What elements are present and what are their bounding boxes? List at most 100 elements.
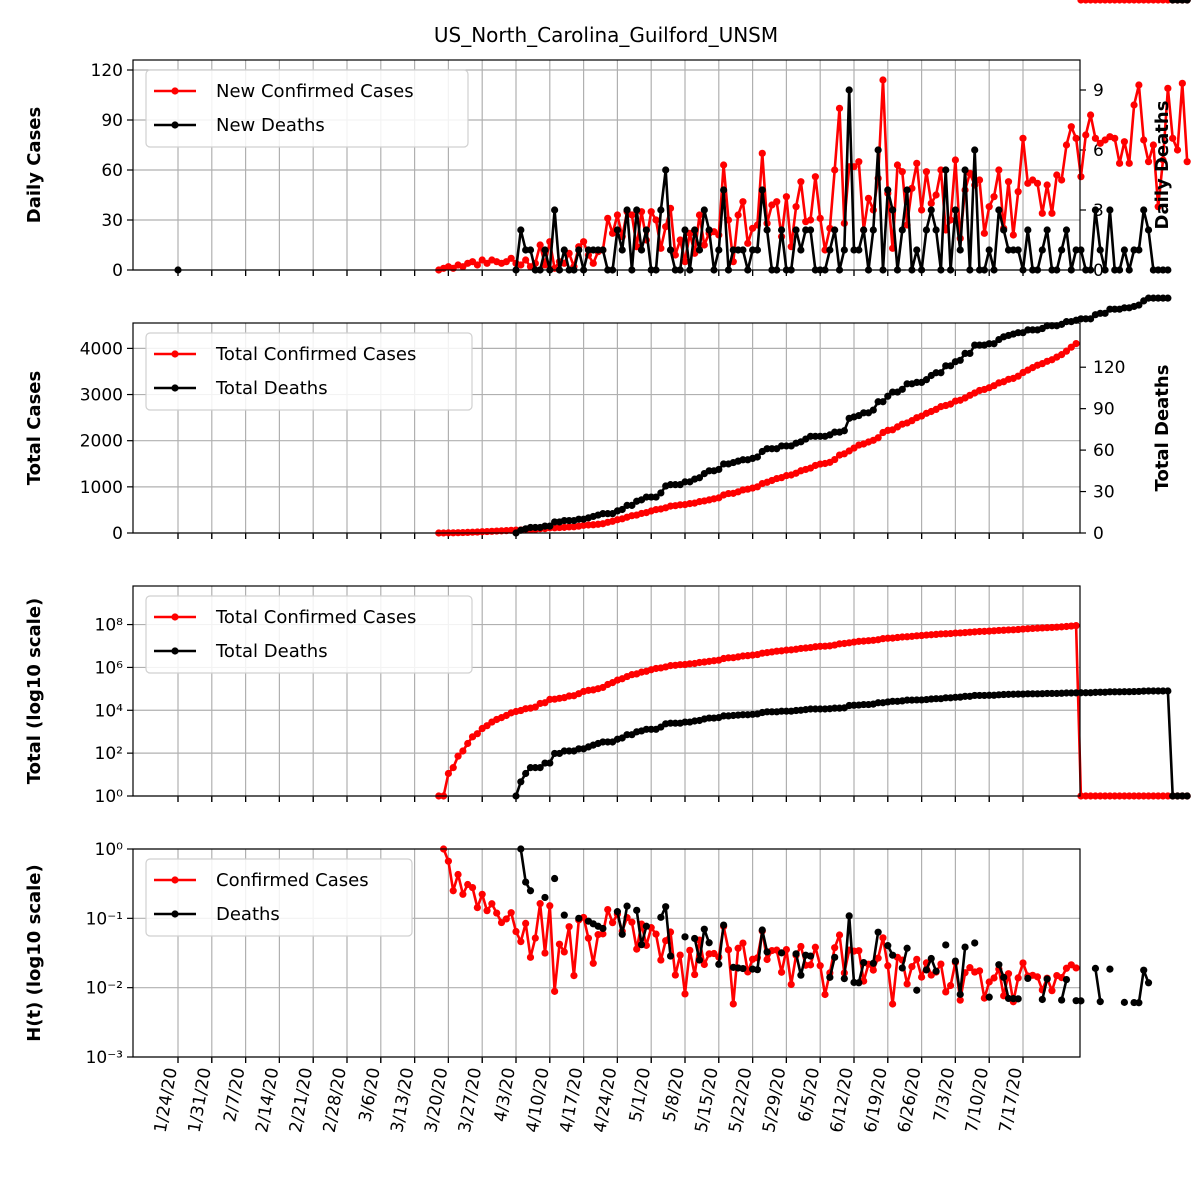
- daily-cases-point: [995, 166, 1003, 174]
- ht-deaths-point: [845, 912, 853, 920]
- x-tick-label: 5/8/20: [660, 1066, 689, 1123]
- y-axis-label: Daily Cases: [24, 107, 45, 223]
- ht-deaths-point: [599, 924, 607, 933]
- daily-cases-point: [1111, 134, 1119, 142]
- y-axis-label: Total Cases: [24, 371, 45, 485]
- ht-cases-point: [975, 967, 984, 975]
- ht-deaths-point: [884, 942, 892, 950]
- daily-deaths-point: [932, 226, 940, 234]
- legend-swatch-marker: [171, 876, 179, 884]
- ht-deaths-point: [840, 975, 848, 983]
- ht-cases-point: [517, 938, 525, 946]
- total-deaths-point: [840, 427, 848, 435]
- daily-deaths-point: [1125, 266, 1133, 274]
- daily-deaths-point: [541, 246, 549, 254]
- ht-cases-point: [1033, 973, 1042, 981]
- daily-deaths-point: [971, 146, 979, 154]
- daily-cases-point: [1058, 176, 1066, 184]
- daily-deaths-point: [575, 246, 583, 254]
- ht-deaths-point: [662, 903, 670, 911]
- x-tick-label: 4/10/20: [523, 1066, 554, 1134]
- daily-deaths-point: [860, 226, 868, 234]
- daily-deaths-point: [551, 206, 559, 214]
- total-cases-point: [874, 434, 882, 442]
- daily-cases-point: [628, 211, 636, 219]
- daily-deaths-point: [613, 226, 622, 234]
- plot-frame-total: [132, 322, 1081, 534]
- ht-cases-point: [700, 960, 708, 969]
- legend-label: Total Deaths: [215, 641, 328, 662]
- ht-cases-point: [874, 954, 882, 962]
- ht-deaths-point: [1043, 975, 1051, 983]
- daily-deaths-point: [1106, 206, 1114, 214]
- ht-cases-point: [459, 890, 467, 898]
- daily-cases-point: [734, 211, 742, 219]
- y-tick-label-right: 30: [1093, 483, 1115, 503]
- ht-deaths-point: [1096, 998, 1104, 1006]
- daily-cases-point: [1120, 138, 1128, 146]
- legend-swatch-marker: [171, 910, 179, 918]
- x-tick-label: 6/19/20: [861, 1066, 892, 1134]
- daily-deaths-point: [691, 226, 699, 234]
- ht-cases-point: [560, 948, 568, 956]
- total-deaths-point: [1135, 301, 1143, 309]
- daily-deaths-point: [1087, 266, 1095, 274]
- daily-cases-point: [1053, 171, 1061, 179]
- daily-cases-point: [1014, 188, 1022, 196]
- total-deaths-point: [546, 522, 554, 530]
- daily-deaths-point: [831, 226, 839, 234]
- ht-deaths-point: [526, 887, 535, 895]
- y-tick-label-left: 1000: [80, 478, 123, 498]
- y-tick-label-right: 0: [1093, 261, 1104, 281]
- ht-deaths-point: [618, 930, 626, 938]
- total-deaths-point: [695, 474, 704, 482]
- ht-cases-point: [1072, 964, 1080, 972]
- ht-cases-point: [884, 962, 892, 970]
- ht-cases-point: [985, 978, 993, 986]
- daily-cases-point: [1004, 178, 1013, 186]
- ht-deaths-point: [831, 953, 839, 961]
- ht-deaths-point: [720, 921, 728, 929]
- log-deaths-point: [517, 778, 525, 786]
- log-cases-point: [454, 752, 462, 760]
- y-axis-label: Total Deaths: [1152, 365, 1173, 492]
- daily-cases-point: [700, 241, 708, 249]
- ht-cases-point: [512, 927, 520, 936]
- log-deaths-point: [1183, 792, 1191, 800]
- daily-deaths-point: [951, 206, 960, 214]
- daily-cases-point: [773, 198, 781, 206]
- ht-deaths-point: [932, 967, 940, 975]
- legend-label: New Deaths: [216, 115, 325, 136]
- daily-cases-point: [1178, 79, 1186, 87]
- ht-deaths-point: [623, 902, 631, 910]
- daily-deaths-point: [889, 206, 897, 214]
- ht-deaths-point: [1058, 996, 1066, 1004]
- plot-frame-log: [132, 585, 1081, 797]
- daily-cases-point: [1077, 173, 1085, 181]
- daily-deaths-point: [739, 246, 747, 254]
- daily-cases-point: [541, 261, 549, 269]
- legend-label: Confirmed Cases: [216, 870, 369, 891]
- daily-cases-point: [1115, 159, 1124, 167]
- daily-deaths-point: [1000, 226, 1008, 234]
- ht-cases-point: [478, 890, 486, 898]
- daily-cases-point: [1087, 111, 1095, 119]
- daily-deaths-point: [1058, 246, 1066, 254]
- daily-cases-point: [951, 156, 960, 164]
- daily-cases-point: [918, 206, 926, 214]
- log-cases-point: [464, 739, 472, 748]
- ht-cases-point: [966, 964, 974, 972]
- ht-deaths-point: [551, 874, 559, 883]
- daily-deaths-point: [956, 246, 964, 254]
- ht-cases-point: [1014, 974, 1022, 982]
- daily-cases-point: [864, 194, 873, 202]
- daily-deaths-point: [884, 186, 892, 194]
- ht-deaths-point: [855, 979, 863, 987]
- daily-cases-point: [927, 199, 935, 207]
- ht-deaths-point: [1120, 998, 1128, 1006]
- total-deaths-point: [1087, 315, 1095, 323]
- y-tick-label-left: 10⁻²: [86, 979, 123, 999]
- daily-cases-point: [671, 251, 679, 259]
- daily-deaths-point: [633, 206, 641, 214]
